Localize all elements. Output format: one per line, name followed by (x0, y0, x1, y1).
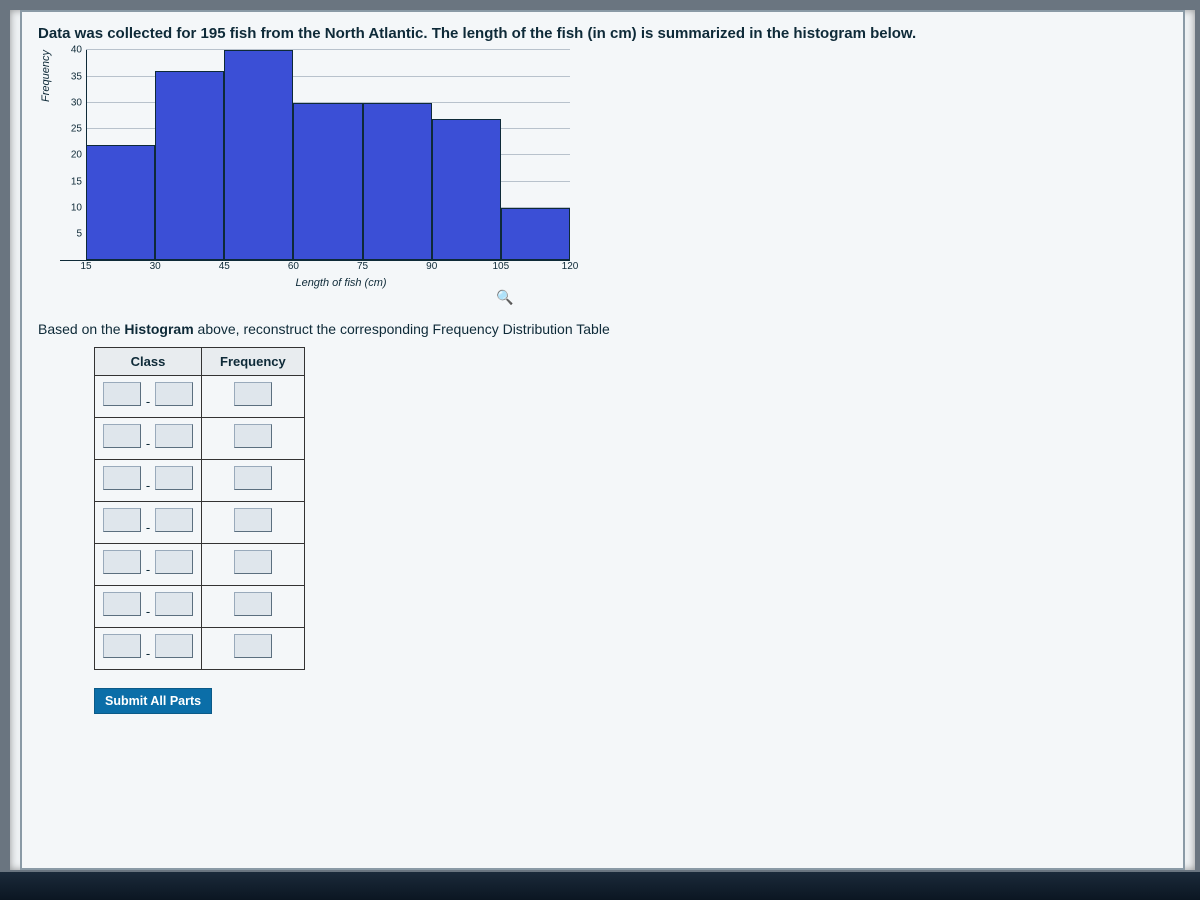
histogram-bar (363, 103, 432, 261)
table-header-frequency: Frequency (202, 348, 305, 376)
histogram-bar (432, 119, 501, 261)
class-lower-input[interactable] (103, 508, 141, 532)
table-row: - (95, 586, 305, 628)
y-tick-label: 15 (60, 176, 82, 187)
y-tick-label: 30 (60, 97, 82, 108)
x-tick-label: 60 (288, 261, 299, 272)
sub-prompt-text: Based on the (38, 321, 124, 337)
range-separator: - (141, 562, 155, 577)
magnify-icon[interactable]: 🔍 (496, 289, 513, 306)
range-separator: - (141, 520, 155, 535)
x-tick-label: 45 (219, 261, 230, 272)
frequency-input[interactable] (234, 382, 272, 406)
class-upper-input[interactable] (155, 550, 193, 574)
class-upper-input[interactable] (155, 382, 193, 406)
histogram: Frequency 510152025303540 15304560759010… (38, 50, 1167, 307)
frequency-input[interactable] (234, 424, 272, 448)
y-tick-label: 10 (60, 202, 82, 213)
frequency-table: Class Frequency - - - - - - - (94, 347, 305, 670)
x-axis-ticks: 153045607590105120 (60, 261, 570, 277)
histogram-bar (224, 50, 293, 260)
histogram-bar (86, 145, 155, 261)
range-separator: - (141, 478, 155, 493)
histogram-bar (293, 103, 362, 261)
frequency-input[interactable] (234, 550, 272, 574)
class-upper-input[interactable] (155, 634, 193, 658)
class-lower-input[interactable] (103, 550, 141, 574)
frequency-input[interactable] (234, 592, 272, 616)
y-tick-label: 25 (60, 124, 82, 135)
frequency-input[interactable] (234, 466, 272, 490)
class-upper-input[interactable] (155, 592, 193, 616)
table-header-class: Class (95, 348, 202, 376)
table-row: - (95, 544, 305, 586)
range-separator: - (141, 646, 155, 661)
table-row: - (95, 628, 305, 670)
x-tick-label: 105 (493, 261, 510, 272)
y-tick-label: 40 (60, 45, 82, 56)
y-tick-label: 5 (60, 229, 82, 240)
x-tick-label: 15 (80, 261, 91, 272)
class-lower-input[interactable] (103, 592, 141, 616)
histogram-plot: 510152025303540 (60, 50, 570, 261)
table-row: - (95, 418, 305, 460)
class-lower-input[interactable] (103, 382, 141, 406)
x-tick-label: 120 (562, 261, 579, 272)
y-tick-label: 35 (60, 71, 82, 82)
submit-button[interactable]: Submit All Parts (94, 688, 212, 714)
y-tick-label: 20 (60, 150, 82, 161)
frequency-input[interactable] (234, 508, 272, 532)
taskbar (0, 872, 1200, 900)
x-tick-label: 75 (357, 261, 368, 272)
table-row: - (95, 502, 305, 544)
sub-prompt-text-2: above, reconstruct the corresponding Fre… (194, 321, 610, 337)
class-upper-input[interactable] (155, 424, 193, 448)
range-separator: - (141, 436, 155, 451)
class-lower-input[interactable] (103, 634, 141, 658)
table-row: - (95, 460, 305, 502)
x-tick-label: 90 (426, 261, 437, 272)
histogram-bar (501, 208, 570, 261)
range-separator: - (141, 604, 155, 619)
x-axis-label: Length of fish (cm) (86, 277, 596, 289)
frequency-input[interactable] (234, 634, 272, 658)
problem-container: Data was collected for 195 fish from the… (20, 10, 1185, 870)
range-separator: - (141, 394, 155, 409)
sub-prompt-bold: Histogram (124, 321, 193, 337)
table-row: - (95, 376, 305, 418)
class-upper-input[interactable] (155, 466, 193, 490)
class-upper-input[interactable] (155, 508, 193, 532)
histogram-bar (155, 71, 224, 260)
class-lower-input[interactable] (103, 466, 141, 490)
sub-prompt: Based on the Histogram above, reconstruc… (38, 321, 1167, 337)
class-lower-input[interactable] (103, 424, 141, 448)
x-tick-label: 30 (150, 261, 161, 272)
problem-prompt: Data was collected for 195 fish from the… (38, 24, 1167, 44)
y-axis-label: Frequency (38, 50, 56, 162)
